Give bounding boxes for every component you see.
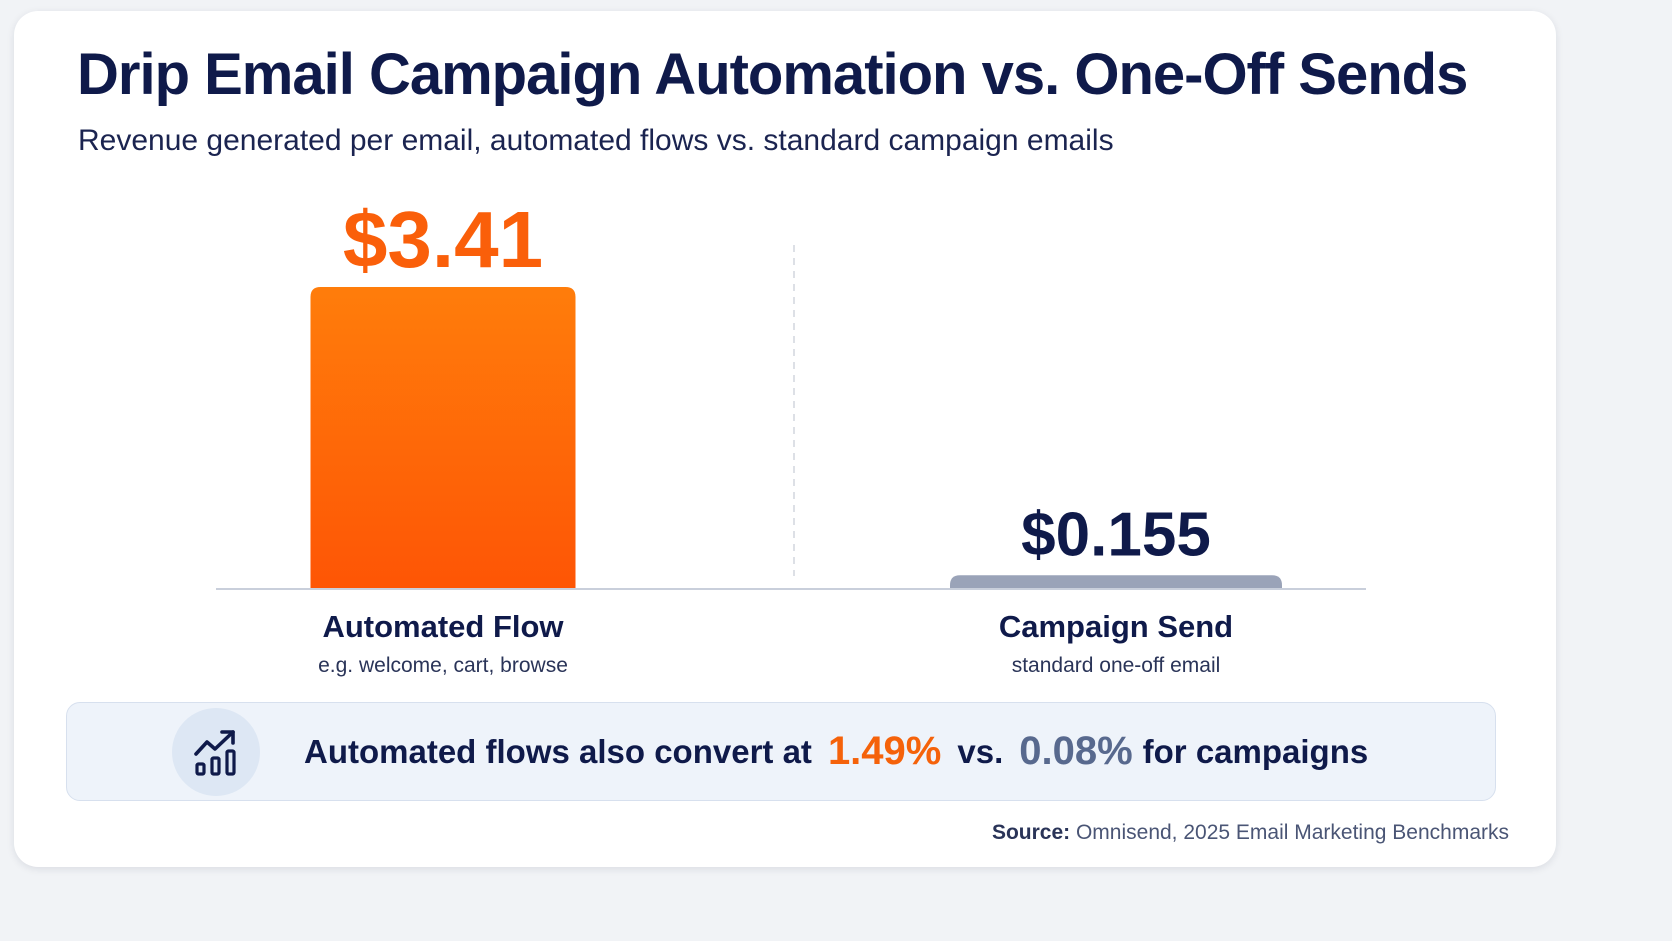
category-label-campaign-send: Campaign Send — [999, 609, 1233, 644]
chart-trend-up-icon — [172, 708, 260, 796]
page-subtitle: Revenue generated per email, automated f… — [78, 124, 1114, 157]
infographic-card: Drip Email Campaign Automation vs. One-O… — [14, 11, 1556, 867]
bar-automated-flow — [310, 287, 576, 589]
conversion-banner: Automated flows also convert at 1.49% vs… — [66, 702, 1496, 801]
page-title: Drip Email Campaign Automation vs. One-O… — [77, 42, 1468, 107]
flow-conversion-rate: 1.49% — [827, 729, 942, 773]
category-note-campaign-send: standard one-off email — [1012, 654, 1221, 677]
banner-vs: vs. — [957, 732, 1004, 770]
source-note: Source: Omnisend, 2025 Email Marketing B… — [992, 821, 1509, 845]
category-label-automated-flow: Automated Flow — [322, 609, 564, 644]
category-note-automated-flow: e.g. welcome, cart, browse — [318, 654, 568, 677]
banner-text-after: for campaigns — [1142, 732, 1369, 770]
value-label-automated-flow: $3.41 — [343, 195, 543, 284]
source-text: Omnisend, 2025 Email Marketing Benchmark… — [1075, 821, 1509, 844]
banner-text-before: Automated flows also convert at — [304, 732, 812, 770]
revenue-bar-chart: $3.41 Automated Flow e.g. welcome, cart, b… — [216, 195, 1366, 677]
banner-message: Automated flows also convert at 1.49% vs… — [304, 703, 1368, 800]
bar-campaign-send — [950, 575, 1282, 589]
campaign-conversion-rate: 0.08% — [1019, 729, 1133, 773]
value-label-campaign-send: $0.155 — [1021, 500, 1211, 569]
source-label: Source: — [991, 821, 1071, 844]
